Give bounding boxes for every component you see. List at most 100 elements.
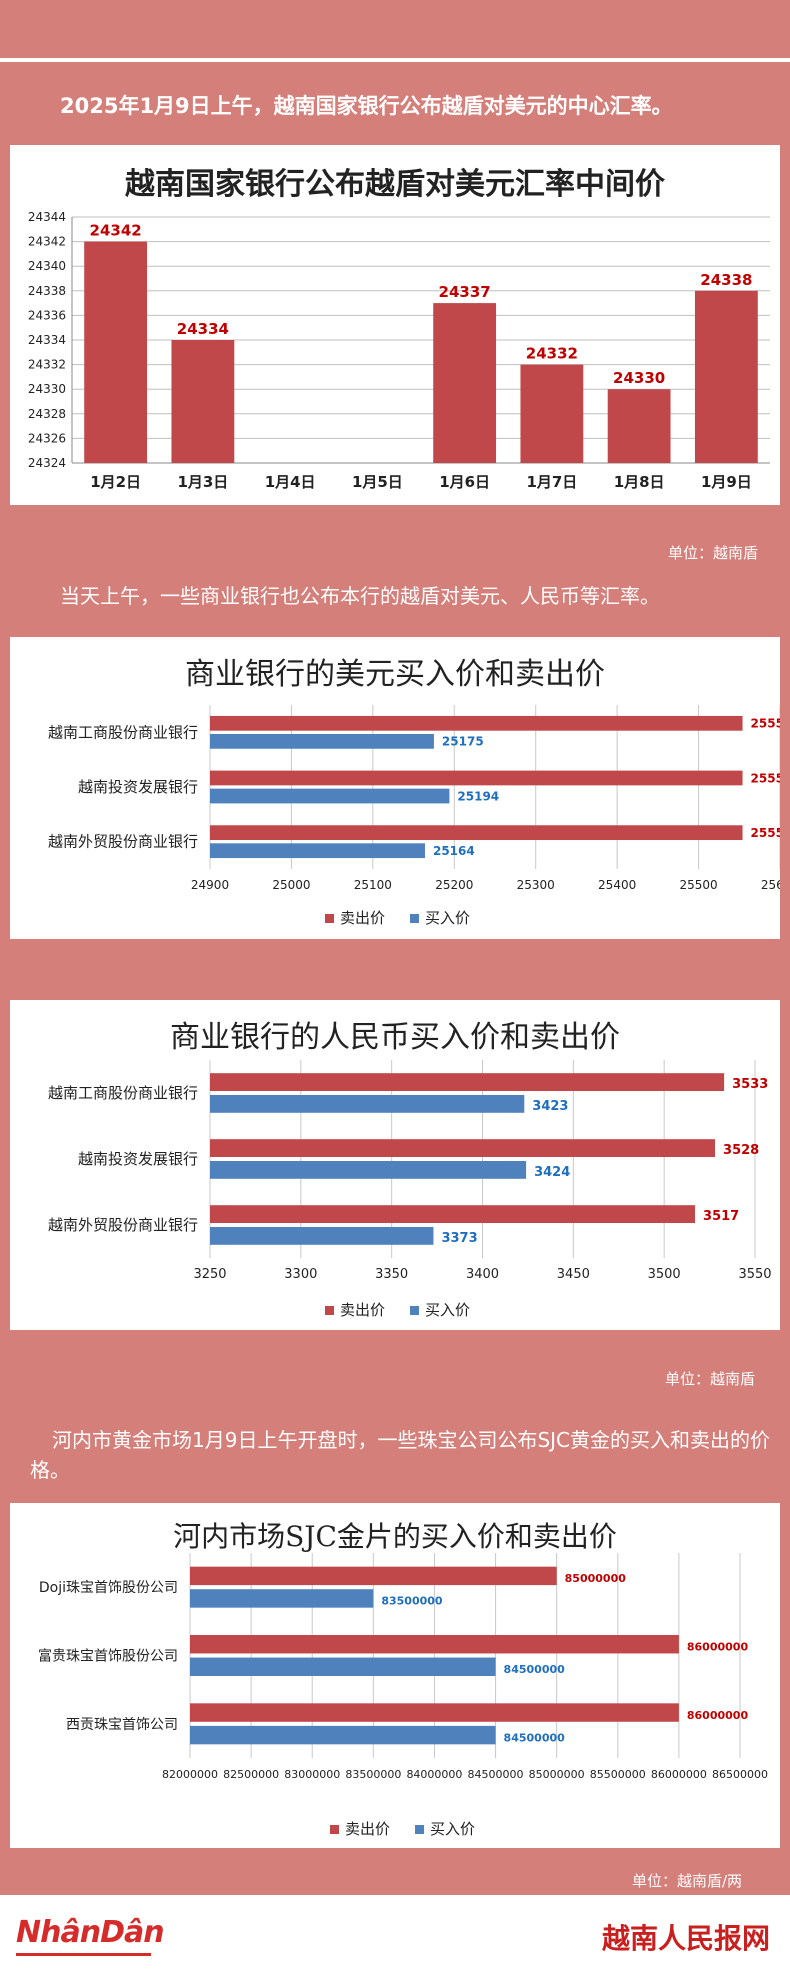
legend-label: 卖出价 (340, 909, 385, 927)
category-label: 越南投资发展银行 (78, 1150, 198, 1168)
chart-4-svg: 82000000 82500000 83000000 83500000 84000000… (38, 1553, 768, 1838)
x-tick-label: 82500000 (223, 1768, 279, 1781)
x-tick-label: 1月5日 (352, 473, 403, 491)
data-label: 85000000 (565, 1572, 627, 1585)
category-label: 越南工商股份商业银行 (48, 723, 198, 741)
category-label: 越南工商股份商业银行 (48, 1084, 198, 1102)
unit-label-1: 单位：越南盾 (668, 544, 759, 562)
x-tick-label: 25500 (679, 878, 717, 892)
data-label: 24338 (700, 271, 752, 289)
chart-panel-1: 越南国家银行公布越盾对美元汇率中间价 24324 24326 24328 24330 2… (10, 145, 780, 505)
data-label: 86000000 (687, 1640, 749, 1653)
bar (210, 1073, 725, 1092)
y-tick-label: 24332 (28, 358, 66, 372)
legend-swatch (330, 1825, 339, 1834)
x-tick-label: 83500000 (345, 1768, 401, 1781)
nhandan-logo: NhânDân (16, 1915, 165, 1950)
y-tick-label: 24336 (28, 308, 66, 322)
bar (210, 733, 434, 749)
bar (210, 843, 425, 859)
data-label: 24332 (526, 345, 578, 363)
bar (190, 1657, 496, 1676)
x-tick-label: 25200 (435, 878, 473, 892)
unit-label-2: 单位：越南盾 (665, 1370, 756, 1388)
bar (171, 340, 235, 463)
bar (210, 1205, 696, 1224)
x-tick-label: 25300 (517, 878, 555, 892)
legend-label: 卖出价 (340, 1301, 385, 1319)
x-tick-label: 1月2日 (90, 473, 141, 491)
bar (190, 1635, 679, 1654)
x-tick-label: 83000000 (284, 1768, 340, 1781)
legend-label: 卖出价 (345, 1820, 390, 1838)
data-label: 25175 (442, 735, 484, 749)
bar (84, 241, 148, 463)
data-label: 25554 (751, 717, 780, 731)
legend-label: 买入价 (425, 1301, 470, 1319)
x-tick-label: 1月9日 (701, 473, 752, 491)
data-label: 3533 (732, 1077, 768, 1092)
data-label: 3517 (703, 1209, 739, 1224)
data-label: 3528 (723, 1143, 759, 1158)
top-divider (0, 58, 790, 62)
intro-text-3: 河内市黄金市场1月9日上午开盘时，一些珠宝公司公布SJC黄金的买入和卖出的价格。 (30, 1428, 771, 1482)
data-label: 24334 (177, 320, 229, 338)
data-label: 3424 (534, 1165, 570, 1180)
logo-underline (16, 1953, 151, 1956)
x-tick-label: 84000000 (406, 1768, 462, 1781)
category-label: 越南外贸股份商业银行 (48, 833, 198, 851)
bar (210, 770, 743, 786)
data-label: 84500000 (504, 1663, 566, 1676)
y-tick-label: 24330 (28, 382, 66, 396)
legend-swatch (415, 1825, 424, 1834)
x-tick-label: 84500000 (468, 1768, 524, 1781)
bar (190, 1703, 679, 1722)
x-tick-label: 3300 (284, 1267, 317, 1282)
x-tick-label: 1月3日 (177, 473, 228, 491)
data-label: 86000000 (687, 1709, 749, 1722)
bar (190, 1589, 374, 1608)
legend-swatch (325, 914, 334, 923)
unit-label-3: 单位：越南盾/两 (632, 1872, 743, 1890)
x-tick-label: 85500000 (590, 1768, 646, 1781)
y-tick-label: 24344 (28, 210, 66, 224)
chart-title-4: 河内市场SJC金片的买入价和卖出价 (173, 1520, 617, 1553)
chart-panel-2: 商业银行的美元买入价和卖出价 24900 25000 25100 25200 25300… (10, 637, 780, 939)
data-label: 83500000 (381, 1595, 443, 1608)
x-tick-label: 82000000 (162, 1768, 218, 1781)
data-label: 25164 (433, 844, 475, 858)
x-tick-label: 25600 (761, 878, 780, 892)
bar (190, 1566, 557, 1586)
chart-1-svg: 24324 24326 24328 24330 24332 24334 24336 24338… (28, 210, 770, 491)
x-tick-label: 1月8日 (614, 473, 665, 491)
bar (210, 1139, 716, 1158)
chart-title-3: 商业银行的人民币买入价和卖出价 (170, 1020, 620, 1055)
x-tick-label: 25000 (272, 878, 310, 892)
bar (210, 1094, 525, 1113)
data-label: 3373 (441, 1231, 477, 1246)
chart-title-2: 商业银行的美元买入价和卖出价 (185, 657, 605, 692)
category-label: 富贵珠宝首饰股份公司 (38, 1648, 178, 1665)
x-tick-label: 25100 (354, 878, 392, 892)
chart-title-1: 越南国家银行公布越盾对美元汇率中间价 (125, 167, 665, 202)
x-tick-label: 1月4日 (265, 473, 316, 491)
bar (694, 290, 758, 463)
legend-swatch (325, 1306, 334, 1315)
footer: NhânDân 越南人民报网 (0, 1895, 790, 1975)
x-tick-label: 24900 (191, 878, 229, 892)
category-label: 越南投资发展银行 (78, 778, 198, 796)
bar (210, 1226, 434, 1245)
bar (210, 825, 743, 841)
chart-panel-4: 河内市场SJC金片的买入价和卖出价 82000000 82500000 830000… (10, 1503, 780, 1848)
intro-text-2: 当天上午，一些商业银行也公布本行的越盾对美元、人民币等汇率。 (60, 584, 660, 608)
y-tick-label: 24326 (28, 431, 66, 445)
x-tick-label: 3550 (738, 1267, 771, 1282)
category-label: 越南外贸股份商业银行 (48, 1216, 198, 1234)
site-name: 越南人民报网 (601, 1922, 770, 1955)
legend-label: 买入价 (425, 909, 470, 927)
x-tick-label: 1月7日 (526, 473, 577, 491)
bar (520, 364, 584, 463)
x-tick-label: 25400 (598, 878, 636, 892)
bar (433, 303, 497, 463)
data-label: 24337 (439, 283, 491, 301)
